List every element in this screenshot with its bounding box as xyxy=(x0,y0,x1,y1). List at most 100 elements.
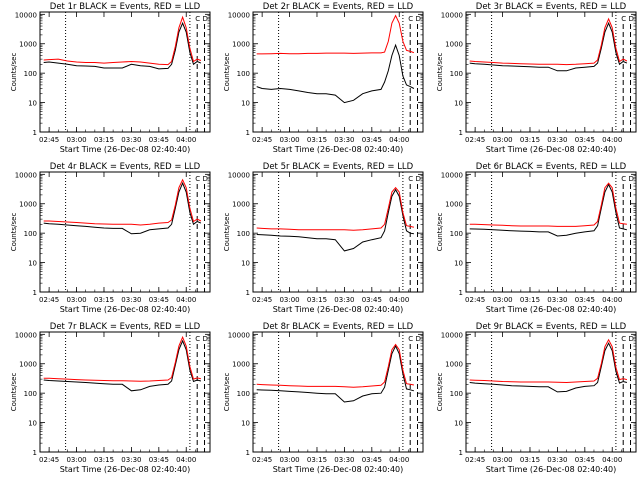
chart-title: Det 1r BLACK = Events, RED = LLD xyxy=(50,2,201,12)
interval-flag-label: C xyxy=(408,15,413,23)
x-tick-label: 03:15 xyxy=(307,296,327,304)
events-series-line xyxy=(43,339,202,392)
x-tick-label: 03:15 xyxy=(520,296,540,304)
x-tick-label: 03:30 xyxy=(547,456,567,464)
x-tick-label: 03:30 xyxy=(547,136,567,144)
plot-frame xyxy=(252,11,424,133)
panel-det-3: Det 3r BLACK = Events, RED = LLD 1 10 100 10… xyxy=(436,2,637,154)
x-tick-label: 03:15 xyxy=(94,296,114,304)
x-tick-label: 02:45 xyxy=(252,456,272,464)
interval-flag-label: C xyxy=(408,175,413,183)
y-tick-label: 10000 xyxy=(15,331,37,339)
y-tick-label: 100 xyxy=(450,70,463,78)
x-tick-label: 03:00 xyxy=(492,296,512,304)
events-series-line xyxy=(469,21,628,72)
interval-flag-label: D xyxy=(416,175,421,183)
y-tick-label: 1000 xyxy=(445,41,463,49)
x-tick-label: 03:30 xyxy=(121,456,141,464)
x-tick-label: 03:15 xyxy=(94,456,114,464)
y-axis-label: Counts/sec xyxy=(10,53,18,92)
y-tick-label: 100 xyxy=(237,70,250,78)
plot-frame xyxy=(39,171,211,293)
x-tick-label: 03:45 xyxy=(575,136,595,144)
interval-flag-label: C xyxy=(195,175,200,183)
y-axis-label: Counts/sec xyxy=(223,53,231,92)
y-tick-label: 100 xyxy=(237,390,250,398)
x-axis-label: Start Time (26-Dec-08 02:40:40) xyxy=(486,145,617,154)
plot-frame xyxy=(465,171,637,293)
interval-flag-label: D xyxy=(629,175,634,183)
y-tick-label: 100 xyxy=(24,230,37,238)
y-tick-label: 10000 xyxy=(15,11,37,19)
y-tick-label: 1000 xyxy=(445,361,463,369)
y-tick-label: 1 xyxy=(33,449,37,457)
x-tick-label: 03:00 xyxy=(279,136,299,144)
x-axis-label: Start Time (26-Dec-08 02:40:40) xyxy=(273,305,404,314)
events-series-line xyxy=(43,21,202,70)
x-axis-label: Start Time (26-Dec-08 02:40:40) xyxy=(60,145,191,154)
x-tick-label: 03:45 xyxy=(575,296,595,304)
events-series-line xyxy=(256,344,415,403)
y-axis-label: Counts/sec xyxy=(10,213,18,252)
x-tick-label: 02:45 xyxy=(465,136,485,144)
y-axis-label: Counts/sec xyxy=(10,373,18,412)
x-tick-label: 03:00 xyxy=(66,296,86,304)
x-tick-label: 03:45 xyxy=(149,456,169,464)
x-tick-label: 03:45 xyxy=(362,296,382,304)
x-tick-label: 02:45 xyxy=(39,456,59,464)
lld-series-line xyxy=(43,178,202,226)
interval-flag-label: C xyxy=(195,335,200,343)
y-tick-label: 100 xyxy=(450,230,463,238)
interval-flag-label: C xyxy=(621,175,626,183)
x-tick-label: 04:00 xyxy=(602,136,622,144)
x-tick-label: 03:30 xyxy=(547,296,567,304)
y-tick-label: 1000 xyxy=(19,201,37,209)
x-axis-label: Start Time (26-Dec-08 02:40:40) xyxy=(486,305,617,314)
x-tick-label: 04:00 xyxy=(602,456,622,464)
interval-flag-label: D xyxy=(203,175,208,183)
events-series-line xyxy=(256,43,415,104)
lld-series-line xyxy=(469,182,627,227)
interval-flag-label: D xyxy=(203,335,208,343)
y-axis-label: Counts/sec xyxy=(436,213,444,252)
x-axis-label: Start Time (26-Dec-08 02:40:40) xyxy=(273,145,404,154)
interval-flag-label: C xyxy=(621,335,626,343)
x-tick-label: 02:45 xyxy=(465,296,485,304)
panel-det-8: Det 8r BLACK = Events, RED = LLD 1 10 100 10… xyxy=(223,322,424,474)
y-tick-label: 1000 xyxy=(232,41,250,49)
lld-series-line xyxy=(43,335,202,382)
chart-title: Det 9r BLACK = Events, RED = LLD xyxy=(476,322,627,332)
y-tick-label: 100 xyxy=(237,230,250,238)
x-axis-label: Start Time (26-Dec-08 02:40:40) xyxy=(486,465,617,474)
x-tick-label: 02:45 xyxy=(252,136,272,144)
interval-flag-label: C xyxy=(408,335,413,343)
y-tick-label: 10 xyxy=(28,420,37,428)
interval-flag-label: C xyxy=(621,15,626,23)
x-tick-label: 03:45 xyxy=(362,136,382,144)
events-series-line xyxy=(43,181,202,235)
y-tick-label: 10000 xyxy=(441,11,463,19)
y-tick-label: 10000 xyxy=(15,171,37,179)
interval-flag-label: C xyxy=(195,15,200,23)
y-tick-label: 1 xyxy=(459,129,463,137)
y-tick-label: 1000 xyxy=(445,201,463,209)
x-tick-label: 03:15 xyxy=(94,136,114,144)
chart-title: Det 5r BLACK = Events, RED = LLD xyxy=(263,162,414,172)
x-tick-label: 03:15 xyxy=(520,456,540,464)
x-tick-label: 03:00 xyxy=(492,456,512,464)
plot-frame xyxy=(39,331,211,453)
y-tick-label: 1000 xyxy=(232,201,250,209)
x-axis-label: Start Time (26-Dec-08 02:40:40) xyxy=(273,465,404,474)
x-tick-label: 02:45 xyxy=(252,296,272,304)
x-tick-label: 03:30 xyxy=(334,296,354,304)
x-tick-label: 03:00 xyxy=(66,136,86,144)
y-tick-label: 10 xyxy=(241,260,250,268)
x-tick-label: 03:00 xyxy=(279,296,299,304)
plot-frame xyxy=(465,11,637,133)
x-tick-label: 03:45 xyxy=(149,296,169,304)
y-tick-label: 10000 xyxy=(228,11,250,19)
x-tick-label: 04:00 xyxy=(176,296,196,304)
events-series-line xyxy=(469,183,628,237)
panel-det-9: Det 9r BLACK = Events, RED = LLD 1 10 100 10… xyxy=(436,322,637,474)
